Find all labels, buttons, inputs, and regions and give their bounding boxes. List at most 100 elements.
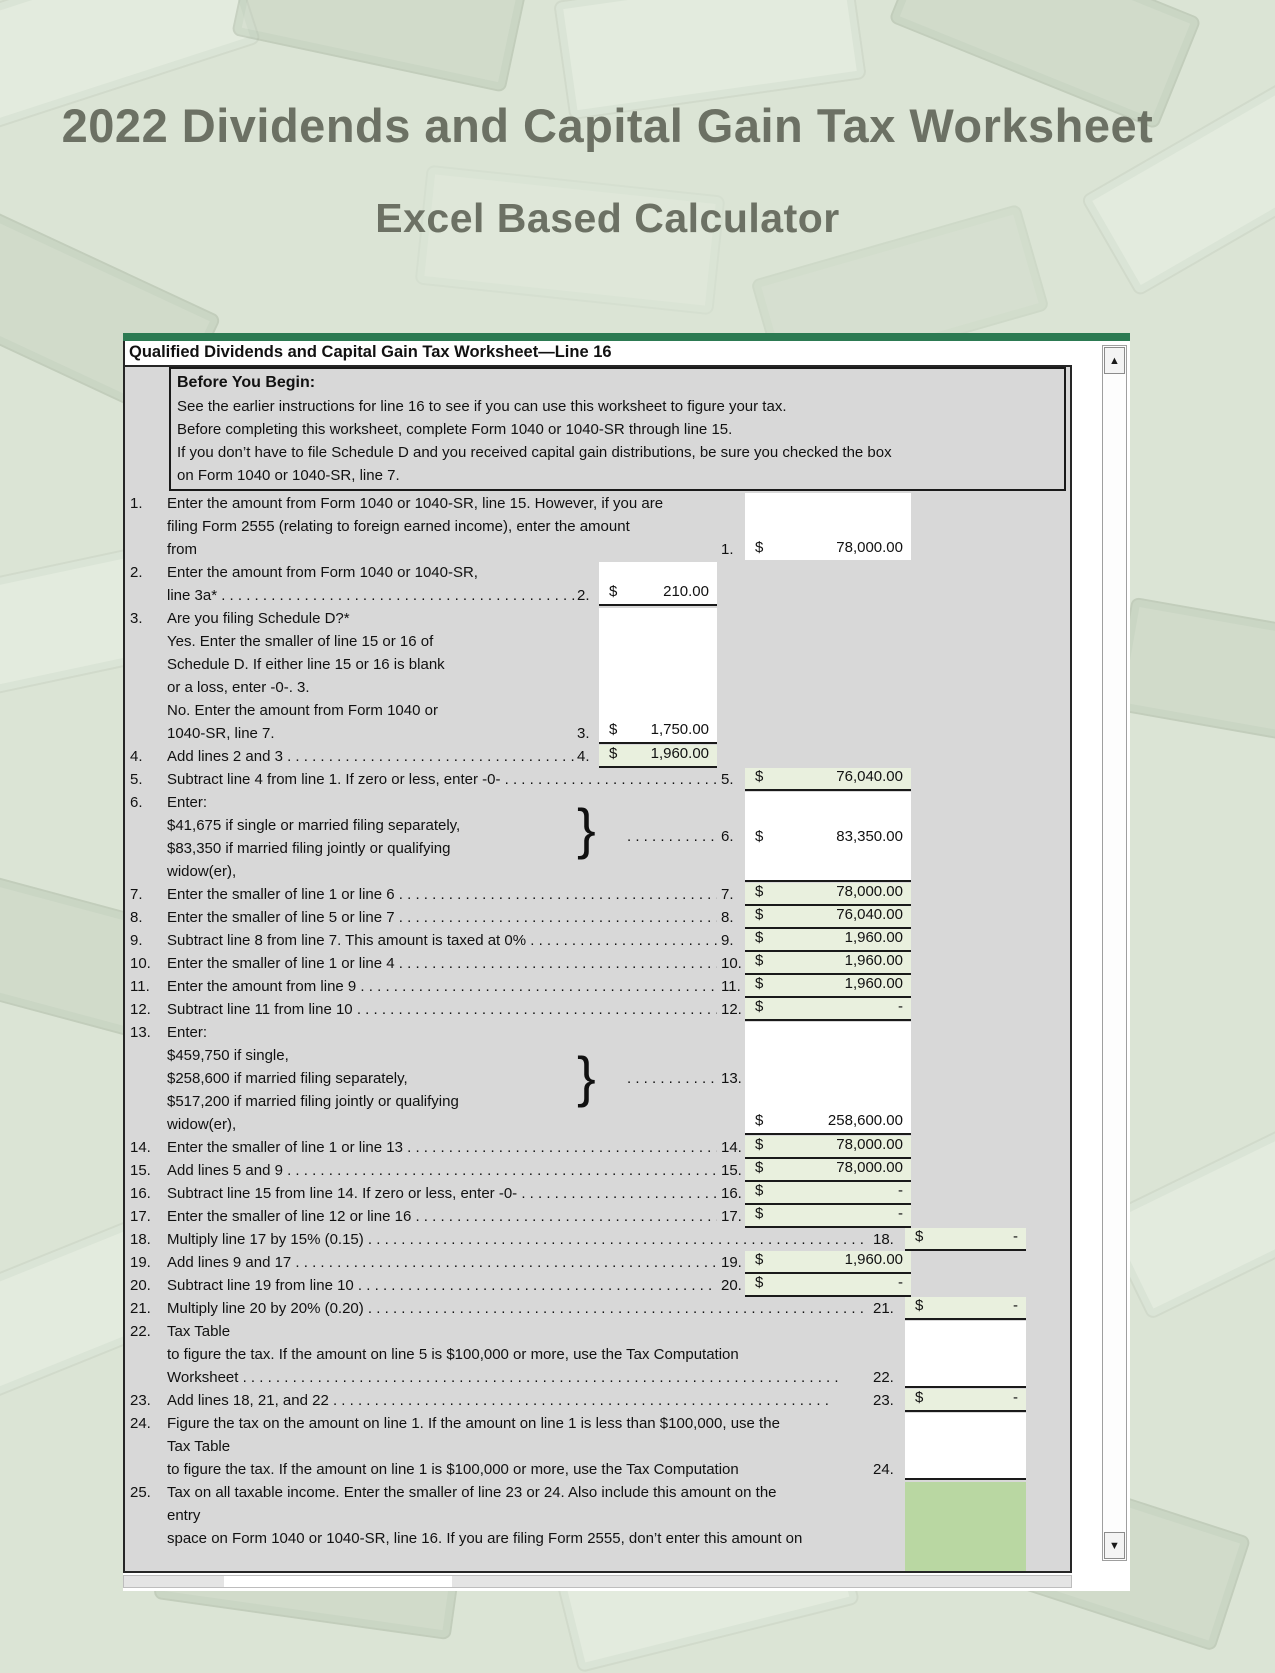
line-6-text: $83,350 if married filing jointly or qua… (167, 840, 451, 857)
line-18-amount: - (1013, 1228, 1018, 1245)
line-25-text: space on Form 1040 or 1040-SR, line 16. … (167, 1530, 803, 1547)
line-4-amount: 1,960.00 (650, 745, 709, 762)
line-item-23: 23. Add lines 18, 21, and 22 . . . . . .… (125, 1389, 1070, 1412)
currency-symbol: $ (755, 1274, 764, 1291)
before-you-begin-line: See the earlier instructions for line 16… (177, 398, 787, 415)
excel-embed: Qualified Dividends and Capital Gain Tax… (123, 333, 1130, 1591)
currency-symbol: $ (609, 745, 618, 762)
line-21-value-cell: $ - (905, 1297, 1026, 1320)
line-16-value-label: 16. (721, 1185, 742, 1202)
line-12-amount: - (898, 998, 903, 1015)
line-2-value-cell[interactable]: $210.00 (599, 562, 717, 606)
worksheet-grid: Before You Begin: See the earlier instru… (123, 365, 1072, 1573)
currency-symbol: $ (755, 1112, 764, 1129)
horizontal-scrollbar[interactable] (123, 1575, 1072, 1588)
line-11-amount: 1,960.00 (844, 975, 903, 992)
line-6-amount: 83,350.00 (836, 828, 903, 845)
line-3-value-cell[interactable]: $1,750.00 (599, 608, 717, 744)
bill-shape (1112, 596, 1275, 759)
line-10-value-label: 10. (721, 955, 742, 972)
line-23-number: 23. (130, 1392, 151, 1409)
line-24-text: Figure the tax on the amount on line 1. … (167, 1415, 780, 1432)
line-6-value-cell[interactable]: $83,350.00 (745, 792, 911, 882)
line-item-25: 25. Tax on all taxable income. Enter the… (125, 1481, 1070, 1571)
line-20-value-label: 20. (721, 1277, 742, 1294)
up-arrow-icon: ▲ (1109, 355, 1120, 367)
currency-symbol: $ (755, 883, 764, 900)
line-12-number: 12. (130, 1001, 151, 1018)
before-you-begin-heading: Before You Begin: (177, 374, 316, 391)
brace-glyph: } (577, 1045, 596, 1108)
horizontal-scrollbar-thumb[interactable] (224, 1576, 452, 1587)
line-3-text: or a loss, enter -0-. 3. (167, 679, 310, 696)
line-22-text: to figure the tax. If the amount on line… (167, 1346, 739, 1363)
line-22-text: Tax Table (167, 1323, 231, 1340)
line-13-value-label: 13. (721, 1070, 742, 1087)
line-16-number: 16. (130, 1185, 151, 1202)
bill-shape (231, 0, 529, 93)
worksheet-header: Qualified Dividends and Capital Gain Tax… (123, 341, 1072, 365)
line-18-value-cell: $ - (905, 1228, 1026, 1251)
line-23-value-cell: $ - (905, 1389, 1026, 1412)
line-20-number: 20. (130, 1277, 151, 1294)
line-8-value-label: 8. (721, 909, 734, 926)
currency-symbol: $ (755, 539, 764, 556)
line-7-amount: 78,000.00 (836, 883, 903, 900)
line-1-value-cell[interactable]: $78,000.00 (745, 493, 911, 560)
line-25-number: 25. (130, 1484, 151, 1501)
line-2-number: 2. (130, 564, 143, 581)
line-item-1: 1. Enter the amount from Form 1040 or 10… (125, 492, 1070, 561)
line-5-text: Subtract line 4 from line 1. If zero or … (167, 771, 717, 788)
line-22-value-label: 22. (873, 1369, 894, 1386)
line-item-17: 17. Enter the smaller of line 12 or line… (125, 1205, 1070, 1228)
scrollbar-up-button[interactable]: ▲ (1104, 347, 1125, 374)
line-item-21: 21. Multiply line 20 by 20% (0.20) . . .… (125, 1297, 1070, 1320)
line-11-text: Enter the amount from line 9 . . . . . .… (167, 978, 717, 995)
line-25-text: Tax on all taxable income. Enter the sma… (167, 1484, 777, 1501)
line-10-amount: 1,960.00 (844, 952, 903, 969)
line-15-number: 15. (130, 1162, 151, 1179)
line-8-value-cell: $76,040.00 (745, 906, 911, 929)
line-3-value-label: 3. (577, 725, 590, 742)
line-23-text: Add lines 18, 21, and 22 . . . . . . . .… (167, 1392, 829, 1409)
currency-symbol: $ (609, 721, 618, 738)
line-item-12: 12. Subtract line 11 from line 10 . . . … (125, 998, 1070, 1021)
line-4-value-label: 4. (577, 748, 590, 765)
line-9-text: Subtract line 8 from line 7. This amount… (167, 932, 717, 949)
line-15-amount: 78,000.00 (836, 1159, 903, 1176)
before-you-begin-box: Before You Begin: See the earlier instru… (169, 367, 1066, 491)
line-3-text: Yes. Enter the smaller of line 15 or 16 … (167, 633, 434, 650)
line-7-text: Enter the smaller of line 1 or line 6 . … (167, 886, 717, 903)
line-6-text: Enter: (167, 794, 208, 811)
line-13-amount: 258,600.00 (827, 1112, 903, 1129)
line-20-text: Subtract line 19 from line 10 . . . . . … (167, 1277, 713, 1294)
line-13-value-cell[interactable]: $258,600.00 (745, 1022, 911, 1135)
line-15-text: Add lines 5 and 9 . . . . . . . . . . . … (167, 1162, 717, 1179)
line-24-value-cell[interactable] (905, 1413, 1026, 1480)
line-5-value-label: 5. (721, 771, 734, 788)
line-21-text: Multiply line 20 by 20% (0.20) . . . . .… (167, 1300, 864, 1317)
down-arrow-icon: ▼ (1109, 1540, 1120, 1552)
line-17-text: Enter the smaller of line 12 or line 16 … (167, 1208, 717, 1225)
line-4-value-cell: $1,960.00 (599, 745, 717, 768)
line-9-value-label: 9. (721, 932, 734, 949)
currency-symbol: $ (755, 975, 764, 992)
line-7-value-cell: $78,000.00 (745, 883, 911, 906)
line-11-value-cell: $1,960.00 (745, 975, 911, 998)
line-24-text: Tax Table (167, 1438, 231, 1455)
vertical-scrollbar[interactable]: ▲ ▼ (1102, 345, 1127, 1561)
line-10-text: Enter the smaller of line 1 or line 4 . … (167, 955, 717, 972)
line-6-text: widow(er), (167, 863, 237, 880)
line-8-amount: 76,040.00 (836, 906, 903, 923)
line-13-number: 13. (130, 1024, 151, 1041)
line-item-14: 14. Enter the smaller of line 1 or line … (125, 1136, 1070, 1159)
line-item-16: 16. Subtract line 15 from line 14. If ze… (125, 1182, 1070, 1205)
line-22-value-cell[interactable] (905, 1321, 1026, 1388)
line-19-value-cell: $1,960.00 (745, 1251, 911, 1274)
scrollbar-down-button[interactable]: ▼ (1104, 1532, 1125, 1559)
line-item-8: 8. Enter the smaller of line 5 or line 7… (125, 906, 1070, 929)
line-item-19: 19. Add lines 9 and 17 . . . . . . . . .… (125, 1251, 1070, 1274)
line-21-number: 21. (130, 1300, 151, 1317)
line-item-10: 10. Enter the smaller of line 1 or line … (125, 952, 1070, 975)
line-5-number: 5. (130, 771, 143, 788)
